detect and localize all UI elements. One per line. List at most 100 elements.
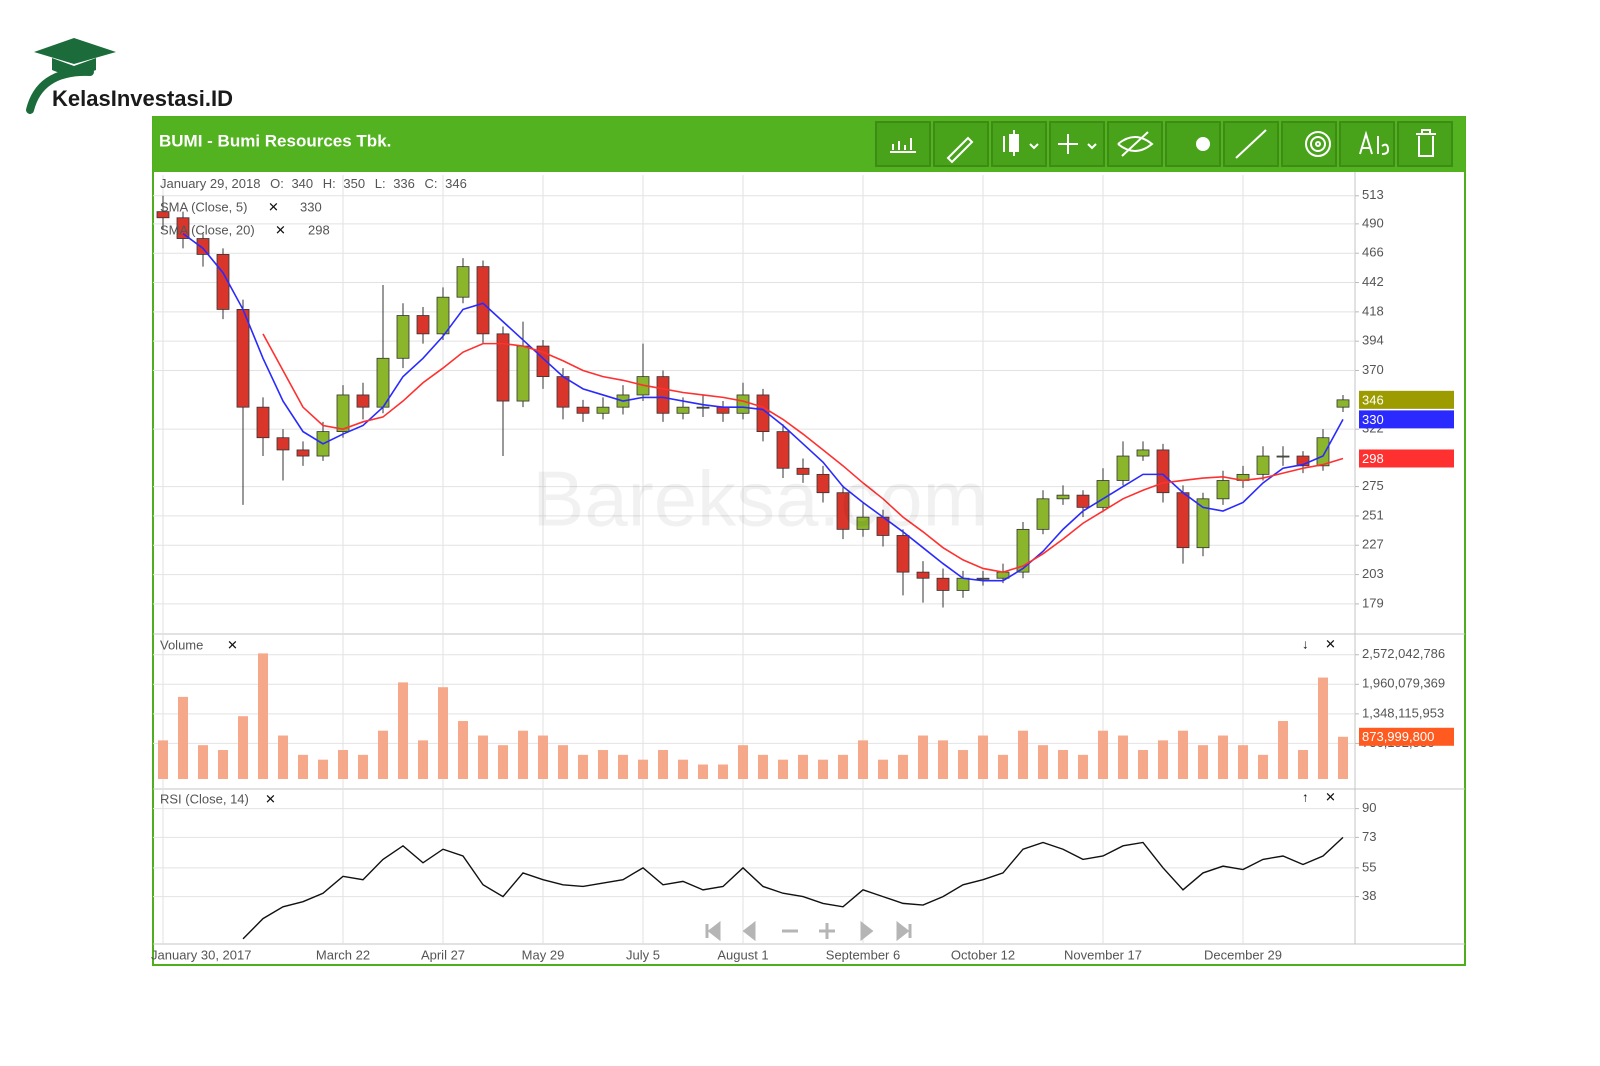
pane-title: Volume <box>160 637 203 652</box>
candle-body <box>976 577 990 580</box>
volume-bar <box>738 745 748 779</box>
x-tick-label: September 6 <box>826 947 900 962</box>
remove-icon[interactable]: ✕ <box>268 199 279 214</box>
x-tick-label: August 1 <box>717 947 768 962</box>
nav-last[interactable] <box>896 920 912 942</box>
volume-bar <box>1138 750 1148 779</box>
candle-body <box>696 406 710 409</box>
tool-icon <box>1359 130 1390 155</box>
y-tick-label: 1,348,115,953 <box>1362 705 1444 720</box>
volume-bar <box>998 754 1008 779</box>
tool-fibonacci[interactable] <box>1281 121 1337 167</box>
volume-bar <box>558 745 568 779</box>
move-down-icon[interactable]: ↓ <box>1302 636 1309 651</box>
ohlc-label: L: <box>375 176 386 191</box>
nav-next[interactable] <box>860 920 874 942</box>
remove-icon[interactable]: ✕ <box>1325 789 1336 804</box>
candle-body <box>576 406 590 414</box>
remove-icon[interactable]: ✕ <box>1325 636 1336 651</box>
candle-body <box>656 376 670 414</box>
volume-badge-label: 873,999,800 <box>1362 729 1434 744</box>
ohlc-info: January 29, 2018 O: 340 H: 350 L: 336 C:… <box>160 176 467 191</box>
y-tick-label: 275 <box>1362 478 1384 493</box>
logo-text: KelasInvestasi.ID <box>52 86 233 111</box>
volume-bar <box>598 750 608 779</box>
candle-body <box>1116 455 1130 481</box>
candle-body <box>856 516 870 530</box>
pane-title: RSI (Close, 14) <box>160 791 249 806</box>
y-tick-label: 179 <box>1362 595 1384 610</box>
tool-icon <box>1416 129 1436 157</box>
volume-bar <box>918 735 928 779</box>
candle-body <box>1076 494 1090 508</box>
y-tick-label: 370 <box>1362 362 1384 377</box>
volume-bar <box>318 759 328 779</box>
candle-body <box>1016 528 1030 573</box>
move-up-icon[interactable]: ↑ <box>1302 789 1309 804</box>
remove-icon[interactable]: ✕ <box>265 791 276 806</box>
volume-bar <box>618 754 628 779</box>
price-badge <box>1359 449 1454 468</box>
volume-bar <box>498 745 508 779</box>
volume-badge <box>1359 727 1454 746</box>
toolbar <box>875 121 1453 167</box>
candle-body <box>256 406 270 439</box>
volume-bar <box>518 730 528 779</box>
y-tick-label: 203 <box>1362 566 1384 581</box>
volume-bar <box>938 740 948 779</box>
candle-body <box>676 406 690 414</box>
y-tick-label: 394 <box>1362 333 1384 348</box>
remove-icon[interactable]: ✕ <box>275 222 286 237</box>
x-tick-label: October 12 <box>951 947 1015 962</box>
candle-body <box>896 535 910 573</box>
candle-body <box>336 394 350 433</box>
tool-icon <box>1310 136 1326 152</box>
candle-body <box>556 376 570 408</box>
volume-bar <box>298 754 308 779</box>
remove-icon[interactable]: ✕ <box>227 637 238 652</box>
volume-bar <box>1078 754 1088 779</box>
tool-dot[interactable] <box>1165 121 1221 167</box>
nav-prev[interactable] <box>742 920 756 942</box>
candle-body <box>496 333 510 402</box>
x-tick-label: March 22 <box>316 947 370 962</box>
nav-zoom-in[interactable] <box>819 923 835 939</box>
candle-body <box>436 296 450 335</box>
candle-body <box>776 431 790 469</box>
y-tick-label: 73 <box>1362 829 1376 844</box>
volume-bar <box>1038 745 1048 779</box>
price-badge-label: 298 <box>1362 451 1384 466</box>
y-tick-label: 442 <box>1362 274 1384 289</box>
y-tick-label: 227 <box>1362 537 1384 552</box>
candle-body <box>1316 437 1330 467</box>
line <box>242 836 1344 940</box>
candle-body <box>1336 399 1350 408</box>
volume-bar <box>1278 721 1288 779</box>
y-tick-label: 418 <box>1362 303 1384 318</box>
volume-bar <box>438 687 448 779</box>
nav-first[interactable] <box>705 920 721 942</box>
tool-delete[interactable] <box>1397 121 1453 167</box>
candle-body <box>356 394 370 408</box>
tool-indicators[interactable] <box>875 121 931 167</box>
legend-entry: SMA (Close, 20) <box>160 222 255 237</box>
navigation <box>705 920 912 942</box>
volume-bar <box>858 740 868 779</box>
ohlc-label: C: <box>425 176 438 191</box>
tool-text[interactable] <box>1339 121 1395 167</box>
candle-body <box>196 238 210 255</box>
candle-body <box>156 211 170 219</box>
candle-body <box>796 467 810 475</box>
candle-body <box>476 266 490 335</box>
candle-body <box>1036 498 1050 530</box>
candle-body <box>516 345 530 402</box>
volume-bar <box>178 696 188 779</box>
candle-body <box>276 437 290 451</box>
logo-cap <box>34 38 116 64</box>
y-tick-label: 490 <box>1362 215 1384 230</box>
volume-bar <box>538 735 548 779</box>
x-tick-label: November 17 <box>1064 947 1142 962</box>
volume-bar <box>638 759 648 779</box>
x-tick-label: July 5 <box>626 947 660 962</box>
